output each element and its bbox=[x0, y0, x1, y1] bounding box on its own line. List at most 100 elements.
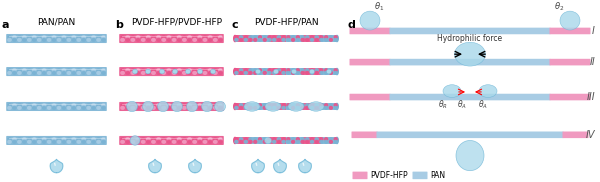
Ellipse shape bbox=[22, 68, 26, 72]
Bar bbox=[286, 103, 304, 110]
Circle shape bbox=[326, 69, 331, 74]
Ellipse shape bbox=[248, 35, 253, 39]
Ellipse shape bbox=[193, 38, 197, 42]
Ellipse shape bbox=[71, 137, 76, 141]
Ellipse shape bbox=[301, 140, 305, 144]
Ellipse shape bbox=[187, 38, 192, 42]
Ellipse shape bbox=[182, 106, 187, 110]
Bar bbox=[251, 35, 269, 42]
Ellipse shape bbox=[120, 71, 125, 75]
Ellipse shape bbox=[291, 106, 295, 110]
Ellipse shape bbox=[120, 137, 125, 141]
Ellipse shape bbox=[182, 68, 187, 72]
Ellipse shape bbox=[37, 68, 41, 72]
Ellipse shape bbox=[7, 35, 12, 39]
Ellipse shape bbox=[71, 35, 76, 39]
Ellipse shape bbox=[161, 35, 166, 39]
Ellipse shape bbox=[76, 38, 81, 42]
Ellipse shape bbox=[203, 137, 208, 141]
Ellipse shape bbox=[136, 103, 140, 107]
Ellipse shape bbox=[203, 103, 208, 107]
Ellipse shape bbox=[277, 103, 281, 107]
Ellipse shape bbox=[218, 137, 223, 141]
FancyBboxPatch shape bbox=[563, 132, 589, 138]
Ellipse shape bbox=[263, 68, 267, 72]
Ellipse shape bbox=[310, 71, 314, 75]
Ellipse shape bbox=[291, 71, 295, 75]
Ellipse shape bbox=[101, 38, 106, 42]
Ellipse shape bbox=[197, 106, 202, 110]
FancyBboxPatch shape bbox=[349, 28, 391, 34]
Ellipse shape bbox=[12, 137, 17, 141]
Ellipse shape bbox=[52, 68, 56, 72]
Ellipse shape bbox=[267, 68, 272, 72]
Ellipse shape bbox=[305, 137, 310, 141]
Ellipse shape bbox=[213, 106, 218, 110]
Ellipse shape bbox=[239, 137, 243, 141]
Ellipse shape bbox=[182, 140, 187, 144]
Ellipse shape bbox=[286, 71, 290, 75]
Circle shape bbox=[187, 101, 197, 112]
Ellipse shape bbox=[203, 68, 208, 72]
Ellipse shape bbox=[52, 103, 56, 107]
Ellipse shape bbox=[82, 137, 86, 141]
Ellipse shape bbox=[7, 137, 12, 141]
Ellipse shape bbox=[281, 137, 286, 141]
Ellipse shape bbox=[233, 137, 237, 144]
Ellipse shape bbox=[172, 103, 176, 107]
Ellipse shape bbox=[172, 71, 176, 75]
Ellipse shape bbox=[177, 35, 182, 39]
Ellipse shape bbox=[167, 68, 171, 72]
Ellipse shape bbox=[291, 137, 295, 141]
Text: PVDF-HFP/PVDF-HFP: PVDF-HFP/PVDF-HFP bbox=[131, 18, 222, 27]
Ellipse shape bbox=[62, 68, 66, 72]
Ellipse shape bbox=[233, 68, 237, 75]
Ellipse shape bbox=[42, 103, 46, 107]
Ellipse shape bbox=[56, 103, 61, 107]
Text: III: III bbox=[586, 92, 595, 102]
Bar bbox=[234, 137, 251, 144]
Ellipse shape bbox=[101, 71, 106, 75]
Ellipse shape bbox=[141, 71, 146, 75]
Ellipse shape bbox=[286, 38, 290, 42]
Ellipse shape bbox=[272, 71, 277, 75]
Ellipse shape bbox=[172, 137, 176, 141]
Ellipse shape bbox=[239, 71, 243, 75]
Ellipse shape bbox=[12, 35, 17, 39]
Ellipse shape bbox=[319, 68, 323, 72]
Circle shape bbox=[157, 101, 169, 112]
Ellipse shape bbox=[234, 103, 239, 107]
Ellipse shape bbox=[203, 35, 208, 39]
FancyBboxPatch shape bbox=[119, 34, 224, 43]
Ellipse shape bbox=[151, 71, 156, 75]
FancyBboxPatch shape bbox=[550, 59, 590, 65]
Bar bbox=[269, 137, 286, 144]
Ellipse shape bbox=[263, 103, 267, 107]
Ellipse shape bbox=[213, 38, 218, 42]
Bar bbox=[269, 68, 286, 75]
Polygon shape bbox=[274, 159, 286, 173]
Ellipse shape bbox=[244, 68, 248, 72]
Ellipse shape bbox=[7, 71, 12, 75]
Ellipse shape bbox=[125, 140, 130, 144]
Ellipse shape bbox=[288, 102, 304, 111]
Polygon shape bbox=[252, 159, 264, 173]
Ellipse shape bbox=[96, 35, 101, 39]
Text: I: I bbox=[592, 26, 595, 36]
Ellipse shape bbox=[17, 106, 22, 110]
Text: PVDF-HFP/PAN: PVDF-HFP/PAN bbox=[254, 18, 319, 27]
Ellipse shape bbox=[62, 38, 66, 42]
Ellipse shape bbox=[218, 35, 223, 39]
FancyBboxPatch shape bbox=[352, 132, 377, 138]
Ellipse shape bbox=[146, 103, 151, 107]
Ellipse shape bbox=[131, 103, 135, 107]
Ellipse shape bbox=[22, 137, 26, 141]
Ellipse shape bbox=[76, 103, 81, 107]
Ellipse shape bbox=[277, 35, 281, 39]
Ellipse shape bbox=[136, 35, 140, 39]
Ellipse shape bbox=[301, 35, 305, 39]
Circle shape bbox=[133, 69, 137, 74]
Ellipse shape bbox=[267, 71, 272, 75]
Ellipse shape bbox=[281, 140, 286, 144]
Ellipse shape bbox=[91, 137, 96, 141]
